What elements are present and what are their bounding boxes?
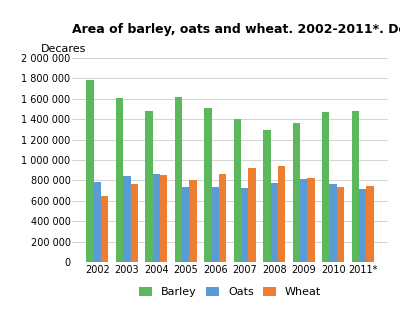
Legend: Barley, Oats, Wheat: Barley, Oats, Wheat	[134, 283, 326, 302]
Bar	[160, 175, 167, 262]
Bar	[212, 187, 219, 262]
Bar	[322, 112, 330, 262]
Bar	[278, 166, 285, 262]
Bar	[352, 111, 359, 262]
Bar	[86, 80, 94, 262]
Bar	[153, 174, 160, 262]
Bar	[293, 123, 300, 262]
Bar	[300, 179, 307, 262]
Bar	[307, 178, 315, 262]
Bar	[145, 111, 153, 262]
Bar	[116, 98, 123, 262]
Bar	[337, 187, 344, 262]
Bar	[130, 184, 138, 262]
Bar	[204, 108, 212, 262]
Bar	[270, 182, 278, 262]
Bar	[101, 196, 108, 262]
Bar	[366, 186, 374, 262]
Bar	[359, 189, 366, 262]
Bar	[190, 180, 197, 262]
Bar	[219, 174, 226, 262]
Bar	[175, 97, 182, 262]
Bar	[263, 130, 270, 262]
Bar	[234, 119, 241, 262]
Bar	[94, 181, 101, 262]
Text: Decares: Decares	[40, 44, 86, 53]
Bar	[241, 188, 248, 262]
Bar	[330, 184, 337, 262]
Text: Area of barley, oats and wheat. 2002-2011*. Decares: Area of barley, oats and wheat. 2002-201…	[72, 23, 400, 36]
Bar	[182, 187, 190, 262]
Bar	[248, 168, 256, 262]
Bar	[123, 176, 130, 262]
